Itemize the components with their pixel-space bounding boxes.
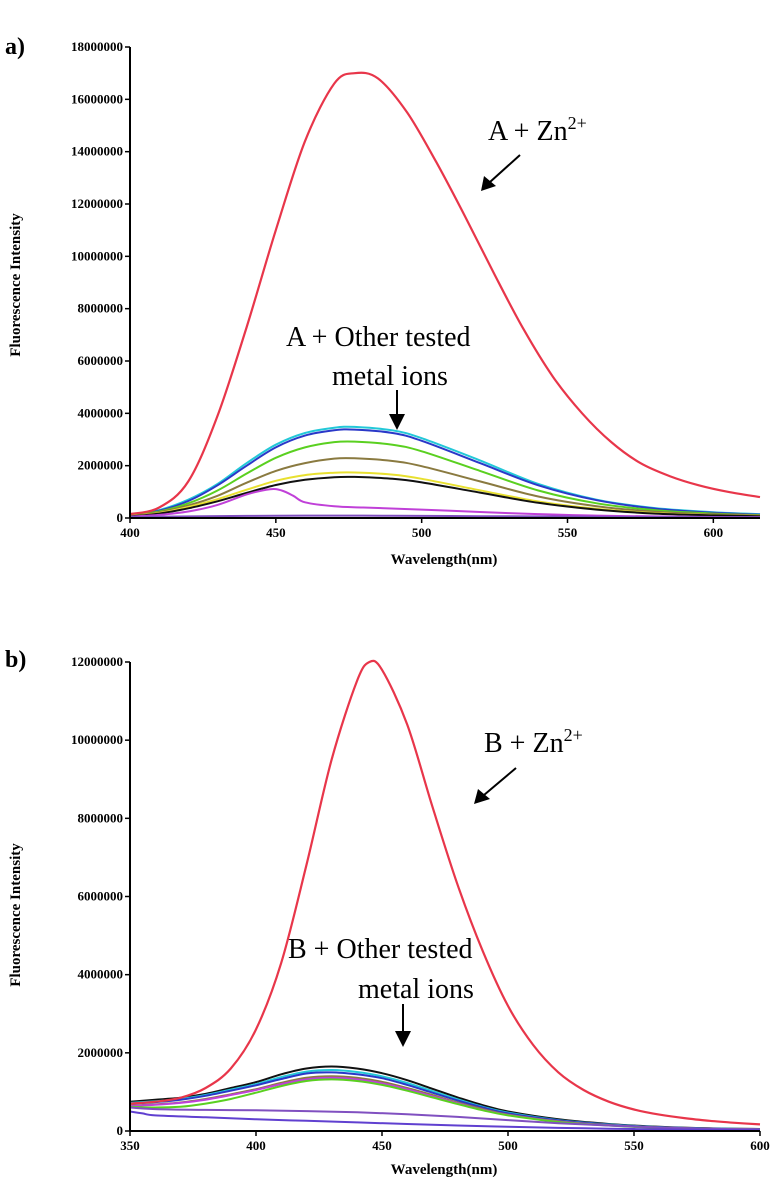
y-tick-label: 10000000 [71,732,123,747]
annotation-other-b-line1: B + Other tested [288,934,473,965]
y-tick-label: 4000000 [78,405,124,420]
y-tick-label: 6000000 [78,889,124,904]
y-tick-label: 8000000 [78,301,124,316]
panel-b: b) 0 2000000 4000000 6000000 8000000 10000000… [5,647,770,1178]
x-tick-label: 450 [372,1138,392,1153]
series-line-green [129,440,761,517]
y-tick-label: 10000000 [71,248,123,263]
x-tick-label: 350 [120,1138,140,1153]
y-tick-label: 12000000 [71,654,123,669]
series-line-black [129,475,761,518]
x-ticks-b: 350 400 450 500 550 600 [120,1131,770,1153]
arrow-other-b [395,1004,411,1047]
annotation-zn-a: A + Zn2+ [488,113,587,147]
y-tick-label: 14000000 [71,144,123,159]
x-tick-label: 600 [750,1138,770,1153]
series-line-a-zn2- [129,71,761,516]
y-tick-label: 0 [117,1123,124,1138]
y-tick-label: 8000000 [78,810,124,825]
x-tick-label: 400 [120,525,140,540]
y-ticks-a: 0 2000000 4000000 6000000 8000000 10000000 120… [71,39,130,525]
y-tick-label: 12000000 [71,196,123,211]
y-tick-label: 16000000 [71,91,123,106]
x-tick-label: 400 [246,1138,266,1153]
panel-label-b: b) [5,647,26,673]
y-tick-label: 6000000 [78,353,124,368]
x-tick-label: 500 [412,525,432,540]
plot-area-b [129,659,761,1132]
y-axis-label-a: Fluorescence Intensity [8,213,24,357]
x-axis-label-b: Wavelength(nm) [391,1162,498,1178]
x-tick-label: 500 [498,1138,518,1153]
panel-label-a: a) [5,34,25,60]
x-tick-label: 550 [624,1138,644,1153]
series-line-magenta [129,487,761,519]
annotation-zn-b: B + Zn2+ [484,725,583,759]
x-tick-label: 550 [558,525,578,540]
panel-a: a) 0 2000000 4000000 6000000 8000000 10000000… [5,34,761,568]
x-axis-label-a: Wavelength(nm) [391,552,498,568]
y-tick-label: 4000000 [78,967,124,982]
x-tick-label: 600 [704,525,724,540]
y-tick-label: 18000000 [71,39,123,54]
series-line-olive [129,1075,761,1131]
annotation-other-a-line1: A + Other tested [286,322,471,353]
y-tick-label: 2000000 [78,458,124,473]
annotation-other-a-line2: metal ions [332,361,448,392]
arrow-zn-a [481,154,521,191]
series-line-magenta [129,1076,761,1131]
arrow-zn-b [474,767,517,804]
annotation-other-b-line2: metal ions [358,974,474,1005]
y-ticks-b: 0 2000000 4000000 6000000 8000000 10000000 120… [71,654,130,1138]
plot-area-a [129,71,761,519]
y-tick-label: 2000000 [78,1045,124,1060]
series-line-b-zn2- [129,659,761,1126]
series-line-blue [129,428,761,517]
x-ticks-a: 400 450 500 550 600 [120,518,723,540]
series-line-olive [129,457,761,517]
y-axis-label-b: Fluorescence Intensity [8,843,24,987]
arrow-other-a [389,390,405,430]
series-line-green [129,1078,761,1131]
series-line-violet [129,1110,761,1132]
y-tick-label: 0 [117,510,124,525]
series-line-purple [129,1106,761,1131]
x-tick-label: 450 [266,525,286,540]
